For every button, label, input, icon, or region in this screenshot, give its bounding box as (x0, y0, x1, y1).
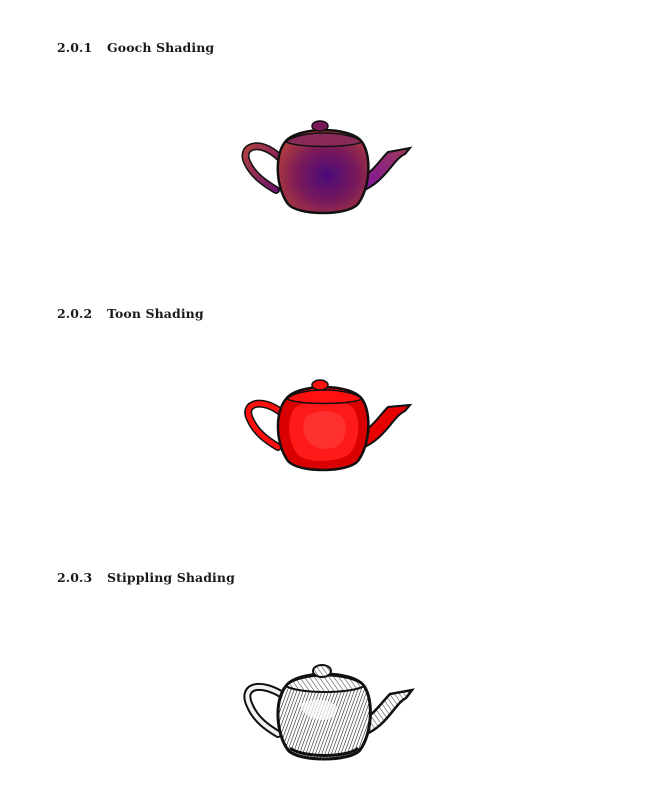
section-heading-stipple: 2.0.3 Stippling Shading (57, 570, 235, 585)
section-heading-toon: 2.0.2 Toon Shading (57, 306, 204, 321)
section-title: Stippling Shading (107, 570, 235, 585)
toon-teapot-image (240, 377, 415, 480)
gooch-teapot-image (240, 118, 415, 223)
section-number: 2.0.3 (57, 570, 93, 585)
section-number: 2.0.1 (57, 40, 93, 55)
section-title: Toon Shading (107, 306, 204, 321)
section-title: Gooch Shading (107, 40, 215, 55)
section-heading-gooch: 2.0.1 Gooch Shading (57, 40, 214, 55)
section-number: 2.0.2 (57, 306, 93, 321)
stippling-teapot-image (240, 662, 415, 768)
